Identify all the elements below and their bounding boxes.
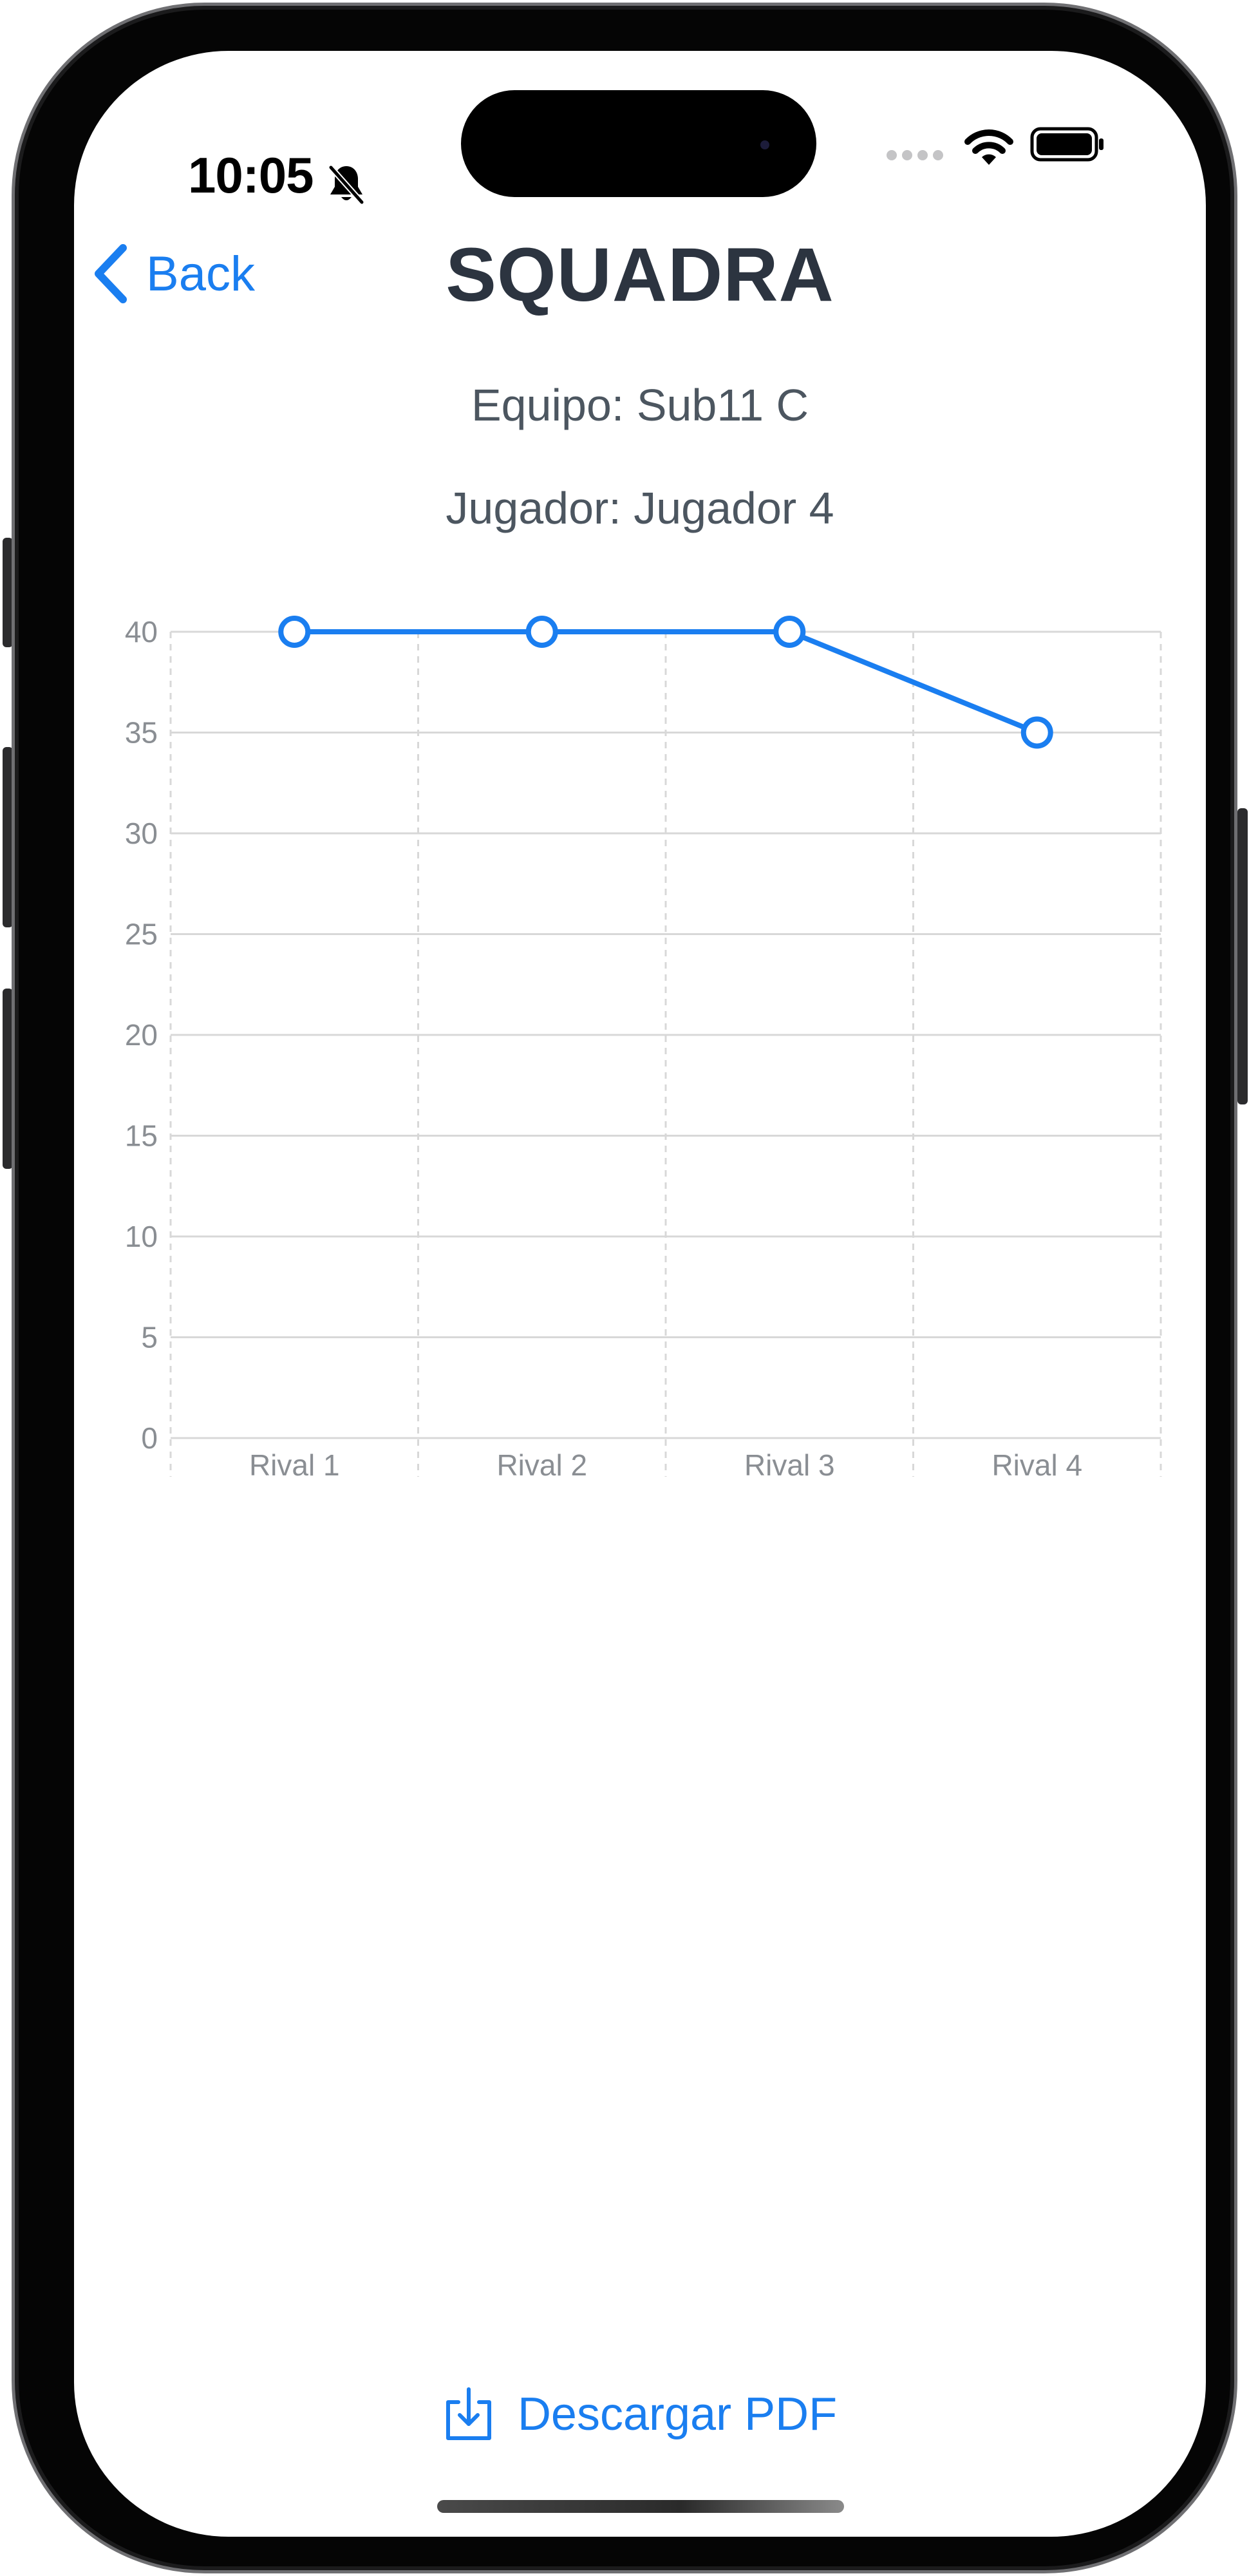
home-indicator[interactable]: [437, 2500, 844, 2513]
download-icon: [446, 2387, 491, 2440]
volume-up-button: [3, 747, 13, 927]
page-title: SQUADRA: [446, 232, 834, 317]
bell-slash-icon: [328, 164, 365, 205]
screen: 10:05 Back: [74, 51, 1206, 2537]
y-tick-label: 20: [125, 1018, 158, 1052]
chevron-left-icon: [95, 244, 127, 303]
front-camera: [760, 140, 769, 149]
player-label: Jugador: Jugador 4: [446, 483, 834, 533]
y-tick-label: 15: [125, 1119, 158, 1153]
download-pdf-button[interactable]: Descargar PDF: [74, 2369, 1206, 2459]
wifi-icon: [964, 129, 1013, 165]
series-line: [294, 629, 1038, 735]
back-label: Back: [146, 246, 255, 301]
line-chart: 0 5 10 15 20 25 30 35 40 Rival 1 Rival 2 Rival 3 Riv…: [125, 615, 1162, 1482]
y-tick-label: 30: [125, 817, 158, 850]
data-point: [525, 616, 558, 648]
y-tick-label: 5: [141, 1321, 158, 1354]
x-tick-label: Rival 4: [991, 1448, 1082, 1482]
dynamic-island: [461, 90, 816, 197]
volume-down-button: [3, 989, 13, 1169]
team-label: Equipo: Sub11 C: [471, 380, 809, 430]
data-point: [278, 616, 311, 648]
y-tick-label: 10: [125, 1220, 158, 1253]
silent-switch: [3, 538, 13, 647]
y-tick-label: 35: [125, 716, 158, 750]
y-tick-label: 40: [125, 615, 158, 649]
data-point: [1020, 716, 1053, 749]
status-time: 10:05: [188, 147, 314, 204]
y-tick-label: 0: [141, 1421, 158, 1455]
back-button[interactable]: Back: [92, 235, 285, 312]
x-tick-label: Rival 1: [249, 1448, 340, 1482]
y-tick-label: 25: [125, 918, 158, 951]
power-button: [1237, 808, 1248, 1104]
download-pdf-label: Descargar PDF: [517, 2389, 838, 2440]
data-point: [773, 616, 806, 648]
phone-frame: 10:05 Back: [12, 3, 1237, 2573]
x-tick-label: Rival 2: [496, 1448, 587, 1482]
battery-icon: [1030, 127, 1103, 162]
cellular-dots-icon: [887, 150, 943, 160]
x-tick-label: Rival 3: [744, 1448, 835, 1482]
